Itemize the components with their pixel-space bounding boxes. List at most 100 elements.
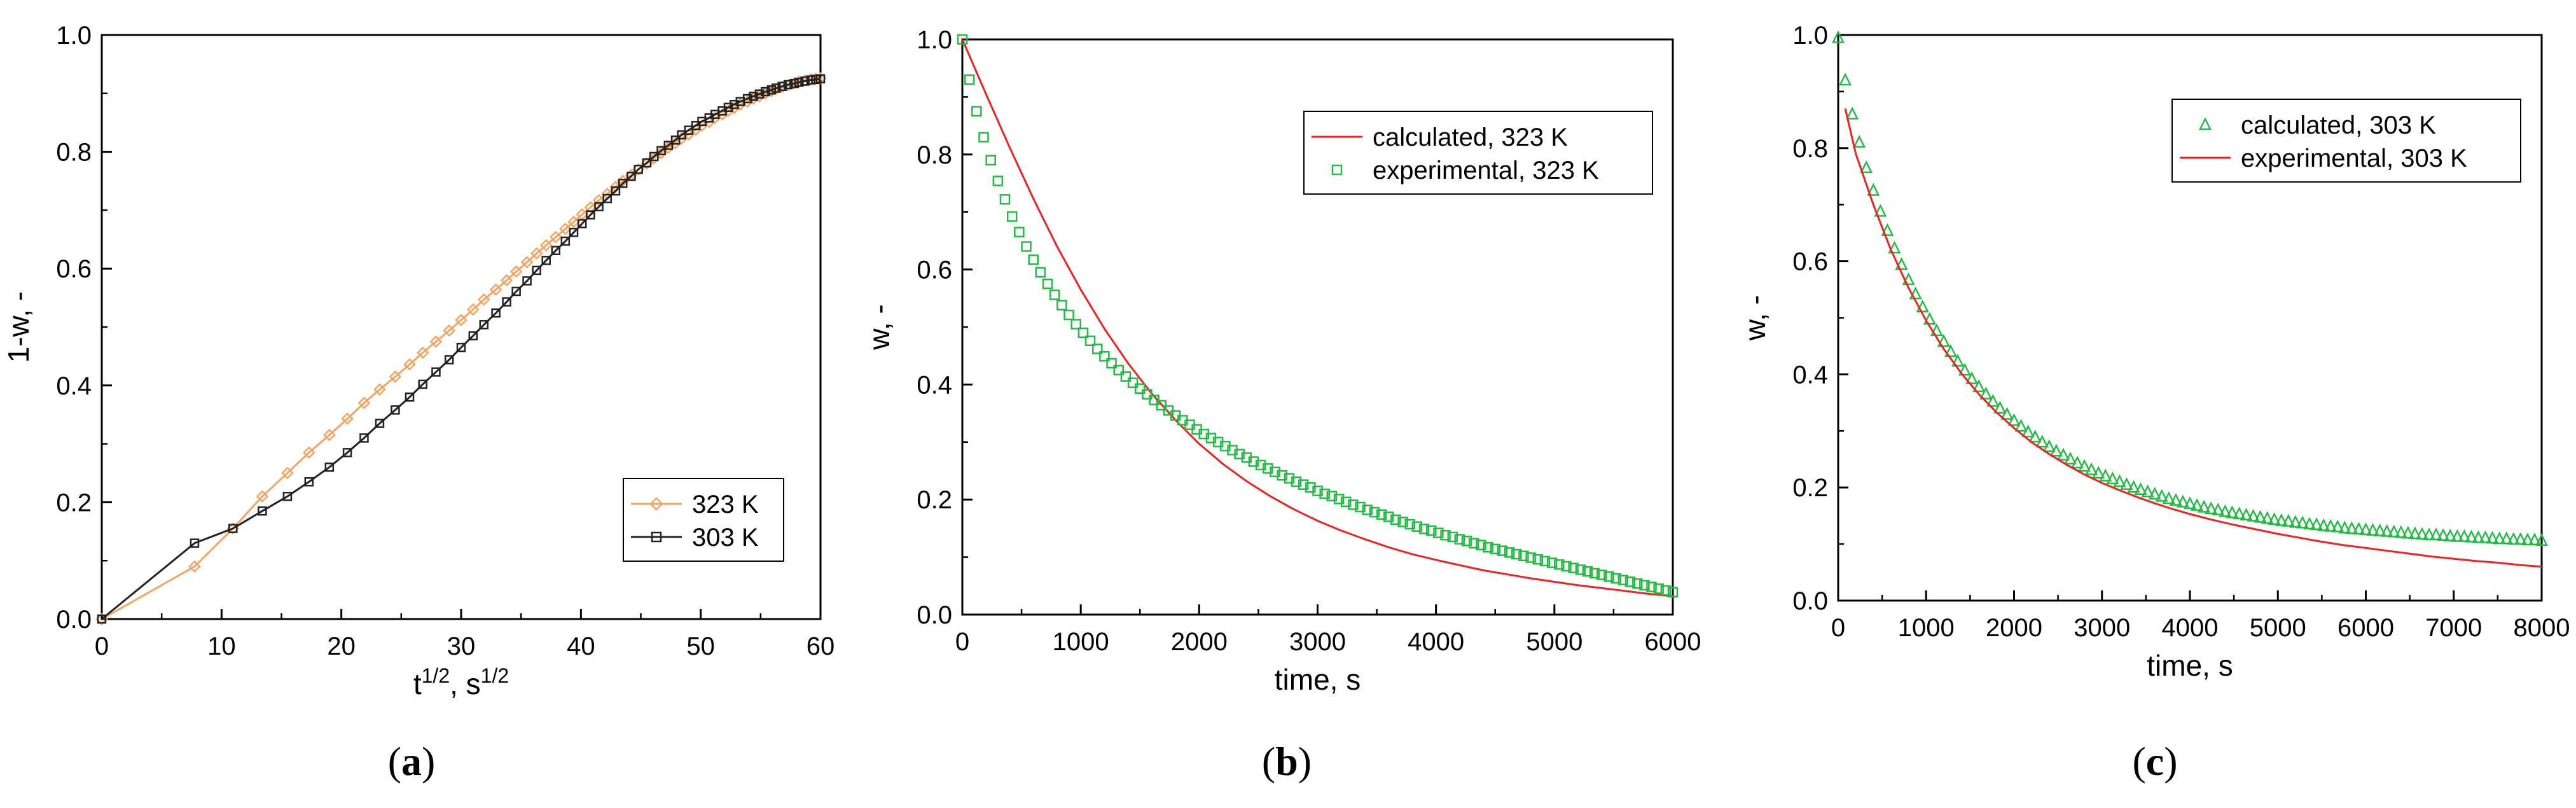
data-point (1993, 400, 2007, 414)
data-point (2380, 524, 2393, 537)
x-tick-label: 4000 (1408, 628, 1464, 656)
data-point (491, 308, 501, 318)
data-point (389, 370, 402, 383)
y-tick-label: 0.0 (917, 601, 952, 629)
data-point (443, 324, 455, 337)
data-point (391, 405, 400, 415)
data-point (2338, 520, 2351, 534)
data-point (2127, 480, 2140, 493)
data-point (1348, 499, 1359, 510)
data-point (1120, 371, 1132, 382)
data-point (2465, 529, 2478, 543)
data-point (539, 239, 553, 252)
data-point (1063, 309, 1074, 321)
data-point (550, 230, 562, 244)
data-point (304, 477, 314, 487)
data-point (373, 383, 386, 396)
data-point (559, 223, 572, 235)
data-point (1589, 568, 1600, 579)
data-point (416, 346, 429, 359)
data-point (455, 314, 467, 326)
data-point (282, 491, 293, 501)
data-point (1369, 506, 1380, 518)
data-point (1461, 536, 1472, 547)
data-point (1951, 354, 1965, 367)
x-tick-label: 6000 (1645, 628, 1701, 656)
data-point (1653, 583, 1664, 594)
data-point (2352, 522, 2365, 535)
data-point (2317, 518, 2330, 531)
data-point (2169, 492, 2182, 506)
data-point (1846, 106, 1859, 120)
data-point (1546, 557, 1558, 568)
x-tick-label: 5000 (1526, 628, 1582, 656)
data-point (1035, 267, 1046, 278)
data-point (551, 246, 561, 255)
y-axis-label: w, - (1738, 295, 1771, 342)
data-point (2366, 522, 2379, 536)
data-point (2451, 529, 2464, 542)
data-point (2535, 533, 2549, 547)
data-point (1468, 538, 1479, 549)
data-point (418, 379, 427, 389)
data-point (1135, 383, 1146, 394)
data-point (642, 158, 652, 168)
data-point (677, 130, 686, 140)
data-point (1916, 299, 1929, 312)
data-point (567, 215, 580, 228)
data-point (723, 102, 733, 113)
data-point (500, 274, 513, 287)
data-point (2233, 506, 2246, 520)
series-line (961, 39, 1673, 597)
data-point (670, 135, 681, 145)
data-point (444, 355, 454, 365)
series-line (1844, 108, 2542, 568)
x-tick-label: 0 (95, 632, 109, 660)
data-point (957, 34, 968, 45)
x-axis-label: t1/2, s1/2 (413, 664, 509, 700)
chart-c: 0 1000 2000 3000 4000 5000 6000 7000 8000 0.0 0.2 0… (1738, 22, 2570, 682)
data-point (323, 429, 336, 442)
data-point (2035, 435, 2049, 448)
data-point (2282, 513, 2295, 527)
data-point (586, 210, 595, 219)
panel-label-a: (a) (387, 739, 436, 784)
data-point (1014, 226, 1025, 238)
series-b-0 (961, 39, 1673, 597)
y-tick-label: 0.4 (1792, 361, 1828, 389)
x-tick-label: 0 (955, 628, 969, 656)
data-point (1596, 569, 1607, 580)
data-point (592, 194, 606, 207)
chart-b: 0 1000 2000 3000 4000 5000 6000 0.0 0.2 0.4 0.6 0.8… (862, 26, 1701, 696)
data-point (1888, 240, 1901, 254)
data-point (281, 466, 294, 480)
data-point (456, 342, 466, 352)
legend: calculated, 323 K experimental, 323 K (1303, 111, 1653, 195)
legend-box (1303, 111, 1653, 195)
data-point (766, 85, 777, 95)
data-point (1433, 527, 1444, 538)
data-point (584, 201, 597, 214)
data-point (1610, 573, 1621, 584)
data-point (800, 76, 810, 86)
data-point (2071, 456, 2084, 469)
data-point (1234, 449, 1245, 460)
data-point (815, 74, 826, 84)
data-point (375, 419, 385, 428)
data-point (971, 106, 982, 117)
data-point (1070, 319, 1081, 330)
data-point (2155, 489, 2168, 502)
legend: 323 K 303 K (623, 478, 784, 562)
data-point (1305, 482, 1316, 493)
y-tick-label: 0.6 (1792, 248, 1828, 276)
data-point (2056, 447, 2070, 461)
data-point (403, 358, 416, 371)
data-point (772, 83, 781, 93)
data-point (2514, 532, 2527, 545)
data-point (2345, 521, 2358, 534)
data-point (2394, 525, 2407, 538)
data-point (97, 614, 107, 624)
data-point (1440, 529, 1451, 541)
data-point (1518, 550, 1529, 562)
